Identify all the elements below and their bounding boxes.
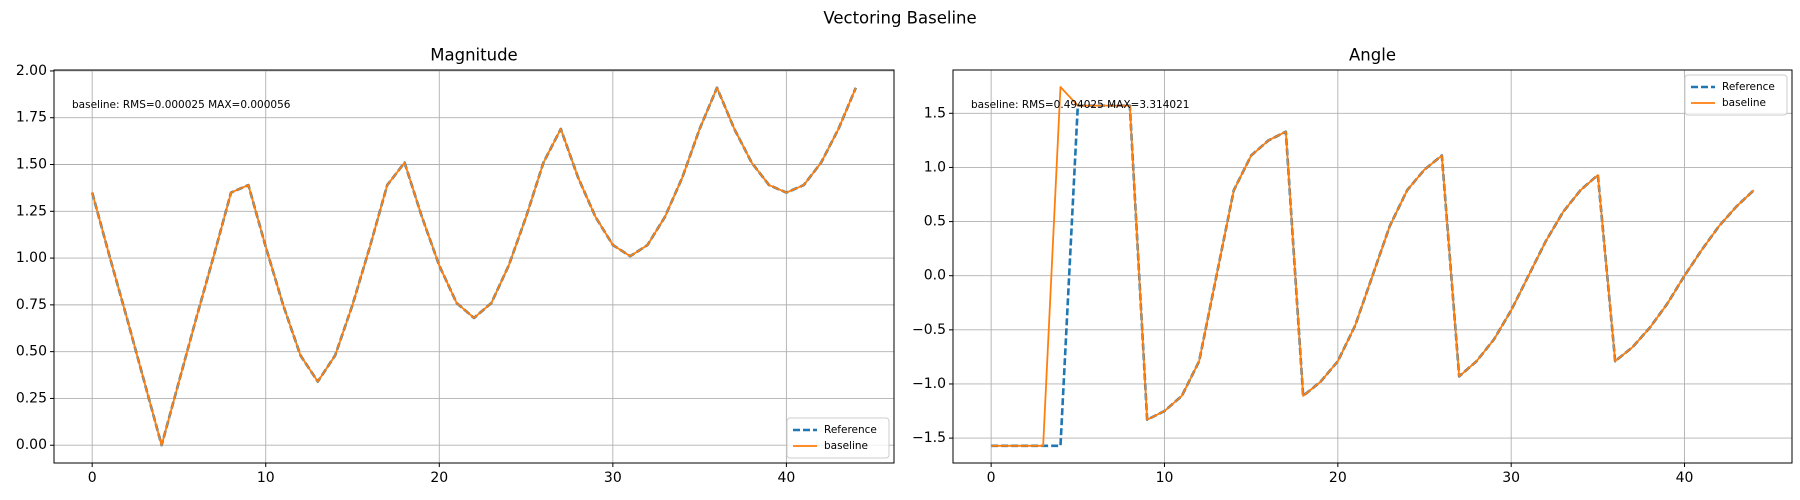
series-line [91,86,857,447]
x-tick-label: 20 [1329,470,1347,486]
axes-frame [952,69,1793,464]
axes-frame [53,69,895,464]
y-tick-label: 2.00 [16,63,47,79]
y-tick-label: 1.5 [924,105,946,121]
axes-title: Magnitude [430,46,517,65]
y-tick-label: −1.0 [912,376,946,392]
x-tick-label: 30 [1502,470,1520,486]
y-tick-label: 1.25 [16,203,47,219]
y-tick-label: 1.50 [16,157,47,173]
y-tick-label: 0.5 [924,214,946,230]
legend-label: baseline [1722,97,1766,109]
annotation: baseline: RMS=0.494025 MAX=3.314021 [971,99,1189,111]
series-line [991,86,1755,447]
legend-box [1684,74,1788,116]
annotation: baseline: RMS=0.000025 MAX=0.000056 [72,99,291,111]
x-tick-label: 10 [1156,470,1174,486]
y-tick-label: 0.0 [924,268,946,284]
x-tick-label: 20 [430,470,448,486]
y-tick-label: 0.75 [16,297,47,313]
x-tick-label: 0 [987,470,996,486]
x-tick-label: 0 [88,470,97,486]
legend-box [786,417,890,459]
legend-label: Reference [1722,81,1775,93]
legend-label: baseline [824,440,868,452]
legend-label: Reference [824,424,877,436]
y-tick-label: 1.00 [16,250,47,266]
y-tick-label: 0.50 [16,344,47,360]
y-tick-label: 0.00 [16,437,47,453]
axes-title: Angle [1349,46,1396,65]
x-tick-label: 40 [777,470,795,486]
y-tick-label: −0.5 [912,322,946,338]
y-tick-label: 1.0 [924,159,946,175]
y-tick-label: 1.75 [16,110,47,126]
y-tick-label: −1.5 [912,430,946,446]
x-tick-label: 40 [1676,470,1694,486]
y-tick-label: 0.25 [16,390,47,406]
x-tick-label: 10 [257,470,275,486]
x-tick-label: 30 [604,470,622,486]
figure-title: Vectoring Baseline [823,9,976,28]
